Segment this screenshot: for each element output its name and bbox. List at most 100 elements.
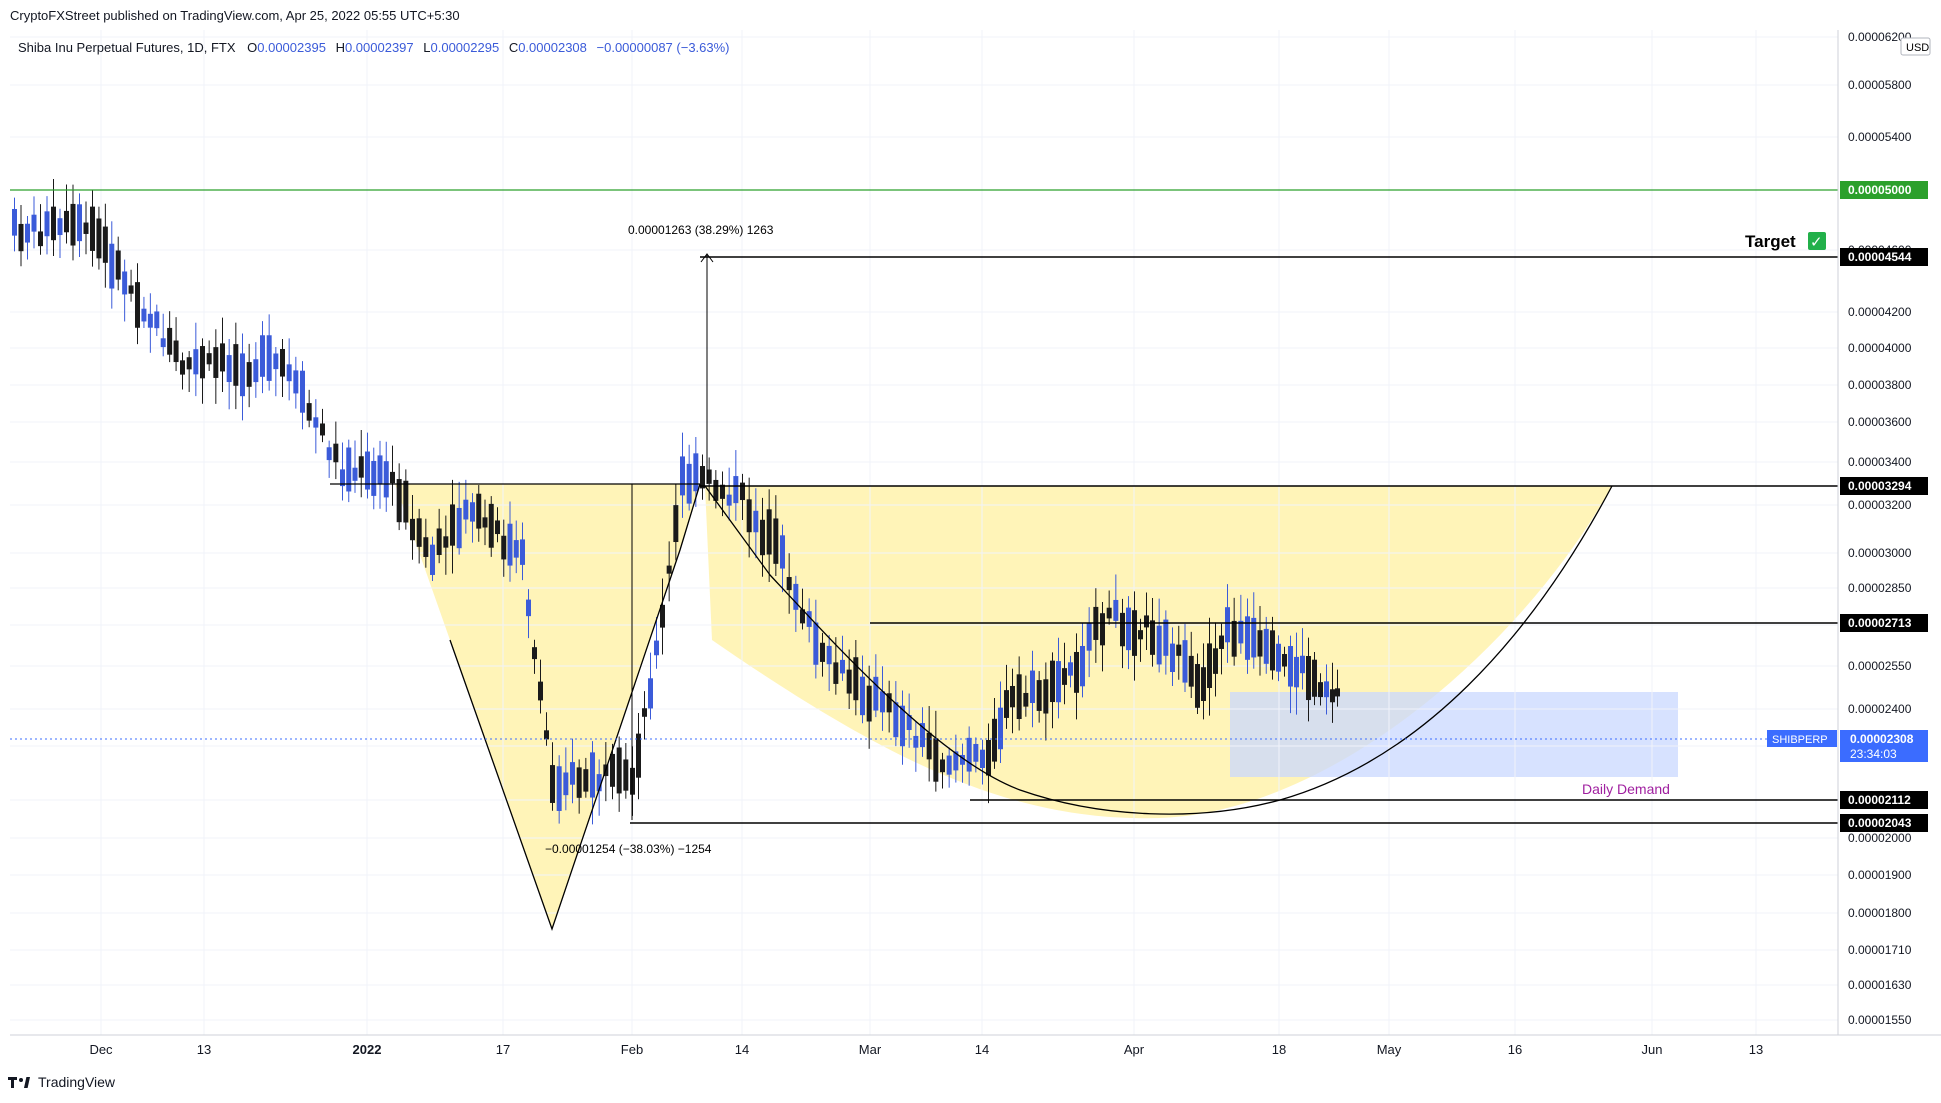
candle-body: [1195, 664, 1200, 708]
candle-body: [90, 206, 95, 251]
candle-body: [476, 493, 482, 529]
candle-body: [38, 231, 43, 247]
candle-body: [1188, 655, 1194, 687]
candle-body: [306, 403, 312, 421]
candle-body: [1016, 674, 1022, 720]
candle-body: [430, 544, 435, 575]
candle-body: [226, 355, 232, 383]
measure-down-label: −0.00001254 (−38.03%) −1254: [545, 842, 712, 856]
footer-brand[interactable]: TradingView: [8, 1074, 115, 1090]
candle-body: [1132, 610, 1137, 656]
level-tag: [1840, 181, 1928, 199]
candle-body: [1335, 688, 1340, 697]
ohlc-legend: Shiba Inu Perpetual Futures, 1D, FTX O0.…: [18, 40, 730, 55]
candle-body: [260, 335, 265, 377]
candle-body: [160, 338, 166, 348]
candle-body: [623, 759, 629, 791]
candle-body: [786, 577, 792, 591]
candle-body: [1231, 620, 1237, 657]
candle-body: [358, 456, 364, 478]
candle-body: [1150, 620, 1155, 655]
candle-body: [960, 754, 965, 765]
x-axis[interactable]: Dec 13 2022 17 Feb 14 Mar 14 Apr 18 May 16 Jun 13: [89, 1042, 1763, 1057]
candle-body: [383, 461, 389, 498]
y-tick-label: 0.00001800: [1848, 906, 1912, 920]
measure-up-label: 0.00001263 (38.29%) 1263: [628, 223, 774, 237]
currency-label: USD: [1906, 42, 1929, 54]
level-price-tags: 0.00005000 0.00004544 0.00003294 0.00002713…: [1840, 181, 1928, 832]
candle-body: [482, 517, 488, 528]
candle-body: [83, 222, 89, 234]
candle-body: [320, 423, 325, 436]
candle-body: [463, 499, 469, 520]
symbol-tag: [1767, 730, 1837, 747]
candle-body: [1062, 668, 1067, 685]
candle-body: [526, 599, 531, 617]
current-price-value: 0.00002308: [1850, 732, 1914, 746]
y-tick-label: 0.00003200: [1848, 498, 1912, 512]
candle-body: [660, 604, 665, 628]
candle-body: [1080, 645, 1085, 687]
low-label: L: [423, 40, 430, 55]
candle-body: [1306, 656, 1311, 701]
candle-body: [720, 484, 725, 499]
candle-body: [410, 518, 415, 541]
candle-body: [1126, 607, 1131, 651]
candle-body: [893, 702, 899, 738]
candle-body: [590, 752, 595, 798]
candle-body: [147, 313, 153, 328]
cup-curve: [704, 485, 1613, 815]
candle-body: [77, 204, 82, 242]
candle-body: [507, 523, 513, 566]
candle-body: [1163, 619, 1169, 656]
candle-body: [576, 767, 582, 798]
candle-body: [1086, 623, 1092, 651]
x-tick-label: Jun: [1642, 1042, 1663, 1057]
candle-body: [773, 518, 779, 564]
candle-body: [495, 520, 500, 535]
candle-body: [1213, 648, 1218, 674]
candle-body: [57, 218, 63, 236]
candle-body: [180, 360, 185, 375]
candle-body: [1182, 640, 1188, 683]
x-tick-label: 13: [1749, 1042, 1763, 1057]
y-tick-label: 0.00003600: [1848, 415, 1912, 429]
candle-body: [840, 659, 845, 674]
candle-body: [733, 476, 739, 504]
candle-body: [1056, 661, 1061, 703]
candle-body: [713, 479, 719, 501]
candle-body: [488, 503, 494, 548]
candle-body: [700, 466, 705, 489]
candle-body: [980, 749, 985, 769]
candle-body: [513, 540, 519, 558]
candle-body: [538, 681, 543, 701]
candle-body: [280, 349, 285, 377]
candle-body: [1324, 681, 1329, 698]
candle-body: [1106, 607, 1112, 619]
horizontal-levels: [10, 189, 1838, 824]
candle-body: [853, 657, 859, 701]
candle-body: [206, 353, 212, 365]
candle-body: [443, 536, 449, 548]
currency-button[interactable]: [1900, 37, 1931, 56]
y-tick-label: 0.00005800: [1848, 78, 1912, 92]
candle-body: [873, 676, 879, 711]
candle-body: [1318, 682, 1323, 698]
candle-body: [253, 359, 259, 383]
x-tick-label: 2022: [353, 1042, 382, 1057]
level-tag-text: 0.00003294: [1848, 479, 1912, 493]
target-label: Target: [1745, 232, 1796, 251]
publisher-bar: CryptoFXStreet published on TradingView.…: [0, 0, 1941, 30]
y-axis[interactable]: 0.00006200 0.00005800 0.00005400 0.00005000…: [1848, 30, 1912, 1027]
candle-body: [946, 755, 952, 775]
candle-body: [746, 499, 752, 533]
candle-body: [793, 583, 799, 610]
candle-body: [396, 479, 402, 523]
candle-body: [154, 311, 160, 329]
candle-body: [233, 344, 239, 386]
candle-body: [313, 417, 319, 428]
candle-body: [266, 335, 272, 381]
candle-body: [1030, 670, 1035, 704]
v-pattern-fill: [395, 484, 700, 929]
